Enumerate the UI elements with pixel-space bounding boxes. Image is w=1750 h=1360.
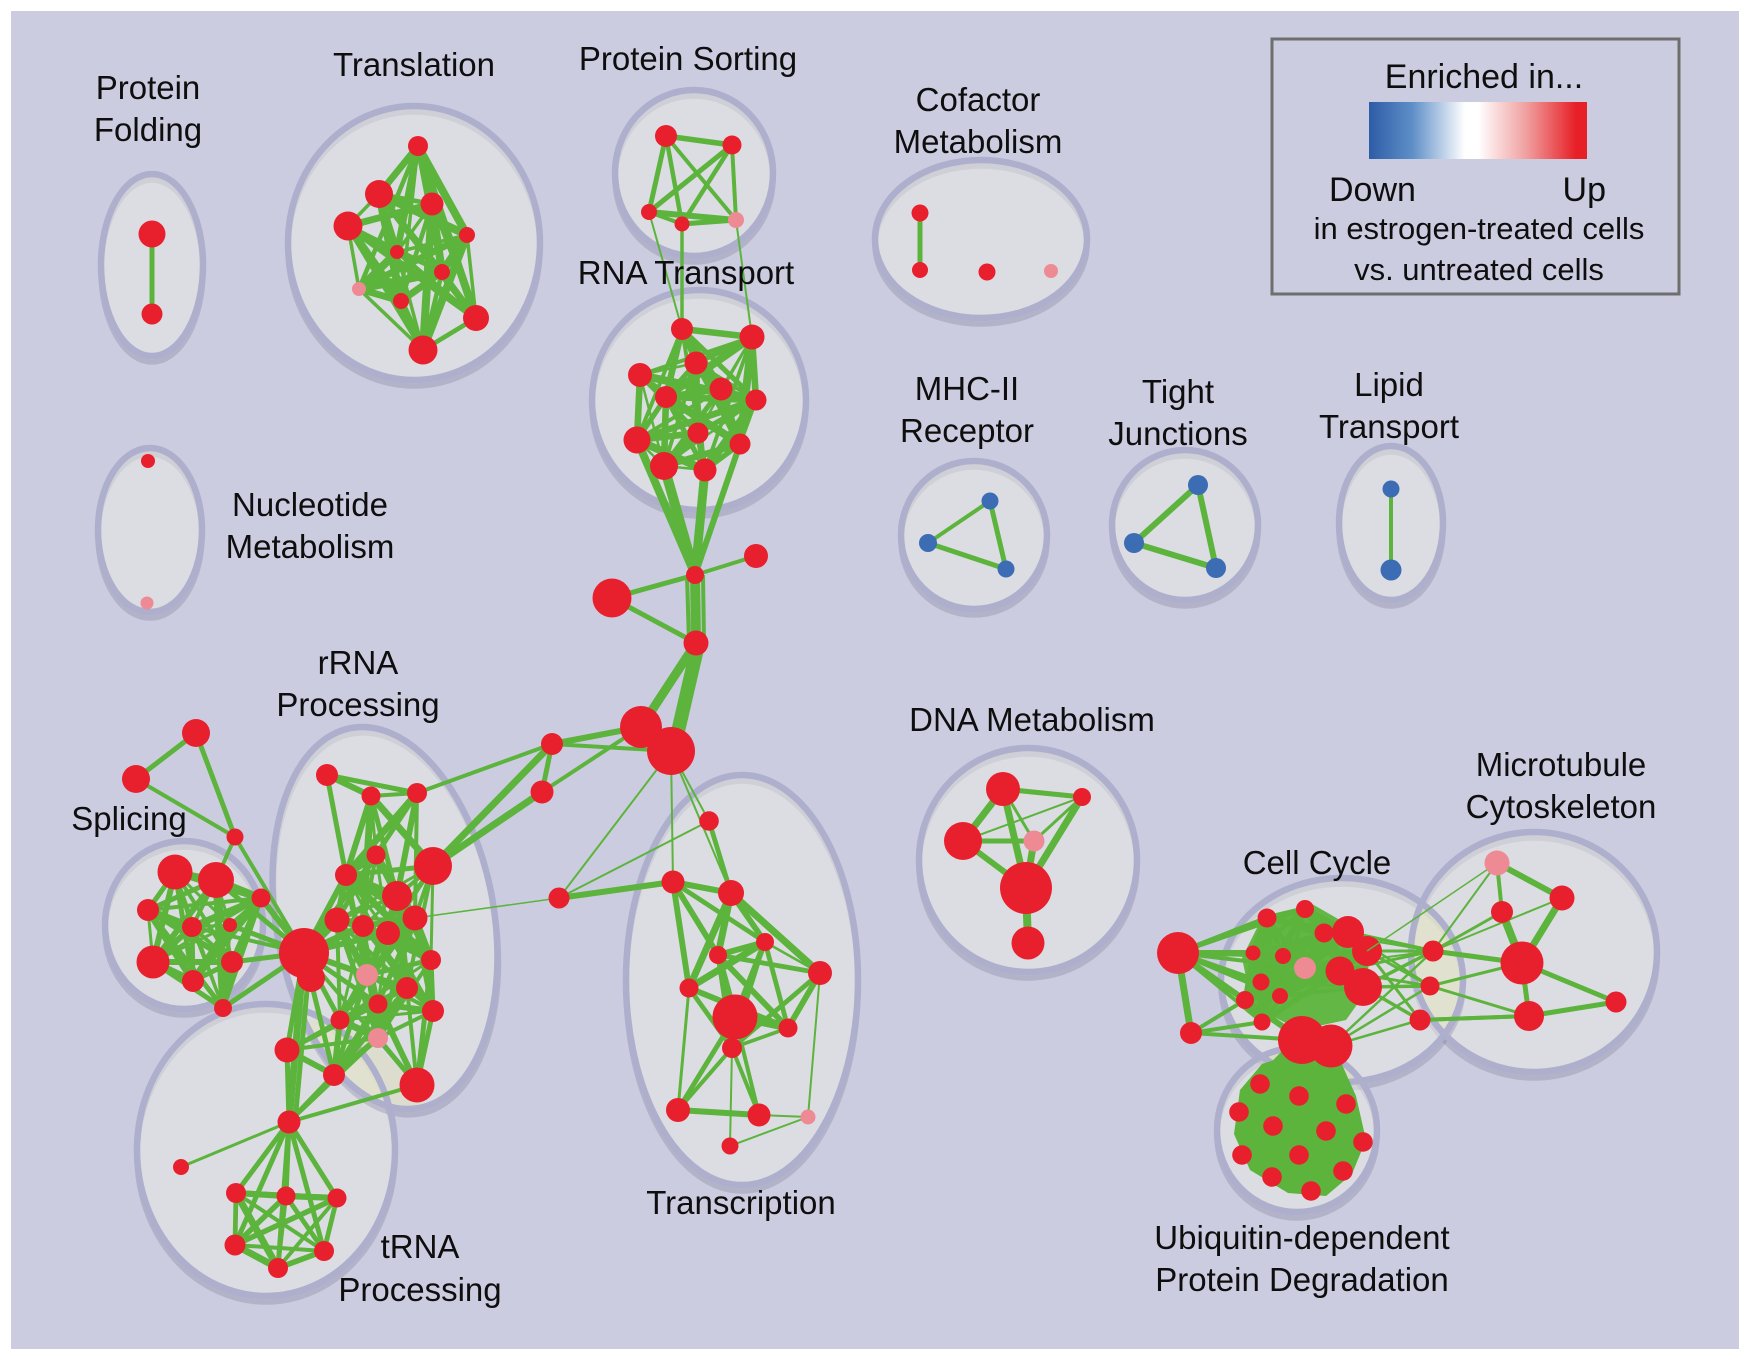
svg-text:Receptor: Receptor xyxy=(900,412,1034,449)
svg-text:Cell Cycle: Cell Cycle xyxy=(1243,844,1392,881)
svg-text:Transport: Transport xyxy=(1319,408,1459,445)
svg-text:Lipid: Lipid xyxy=(1354,366,1424,403)
svg-text:Splicing: Splicing xyxy=(71,800,187,837)
svg-text:Cofactor: Cofactor xyxy=(916,81,1041,118)
svg-text:Protein: Protein xyxy=(96,69,201,106)
svg-text:vs. untreated cells: vs. untreated cells xyxy=(1354,252,1604,287)
svg-text:RNA Transport: RNA Transport xyxy=(578,254,794,291)
svg-text:Enriched in...: Enriched in... xyxy=(1385,58,1583,96)
svg-text:Ubiquitin-dependent: Ubiquitin-dependent xyxy=(1154,1219,1449,1256)
svg-text:DNA Metabolism: DNA Metabolism xyxy=(909,701,1155,738)
svg-text:in estrogen-treated cells: in estrogen-treated cells xyxy=(1314,211,1645,246)
svg-text:Protein Sorting: Protein Sorting xyxy=(579,40,797,77)
svg-text:Processing: Processing xyxy=(338,1271,501,1308)
svg-text:MHC-II: MHC-II xyxy=(915,370,1019,407)
svg-text:Junctions: Junctions xyxy=(1108,415,1247,452)
svg-text:Nucleotide: Nucleotide xyxy=(232,486,388,523)
svg-text:Down: Down xyxy=(1329,171,1416,209)
svg-text:Folding: Folding xyxy=(94,111,202,148)
svg-text:Protein Degradation: Protein Degradation xyxy=(1155,1261,1449,1298)
svg-text:Transcription: Transcription xyxy=(646,1184,836,1221)
svg-text:Up: Up xyxy=(1563,171,1606,209)
svg-text:rRNA: rRNA xyxy=(318,644,399,681)
svg-text:tRNA: tRNA xyxy=(381,1228,460,1265)
svg-text:Metabolism: Metabolism xyxy=(226,528,395,565)
svg-text:Cytoskeleton: Cytoskeleton xyxy=(1466,788,1657,825)
svg-text:Translation: Translation xyxy=(333,46,495,83)
svg-text:Processing: Processing xyxy=(276,686,439,723)
svg-text:Microtubule: Microtubule xyxy=(1476,746,1647,783)
svg-text:Metabolism: Metabolism xyxy=(894,123,1063,160)
svg-text:Tight: Tight xyxy=(1142,373,1214,410)
